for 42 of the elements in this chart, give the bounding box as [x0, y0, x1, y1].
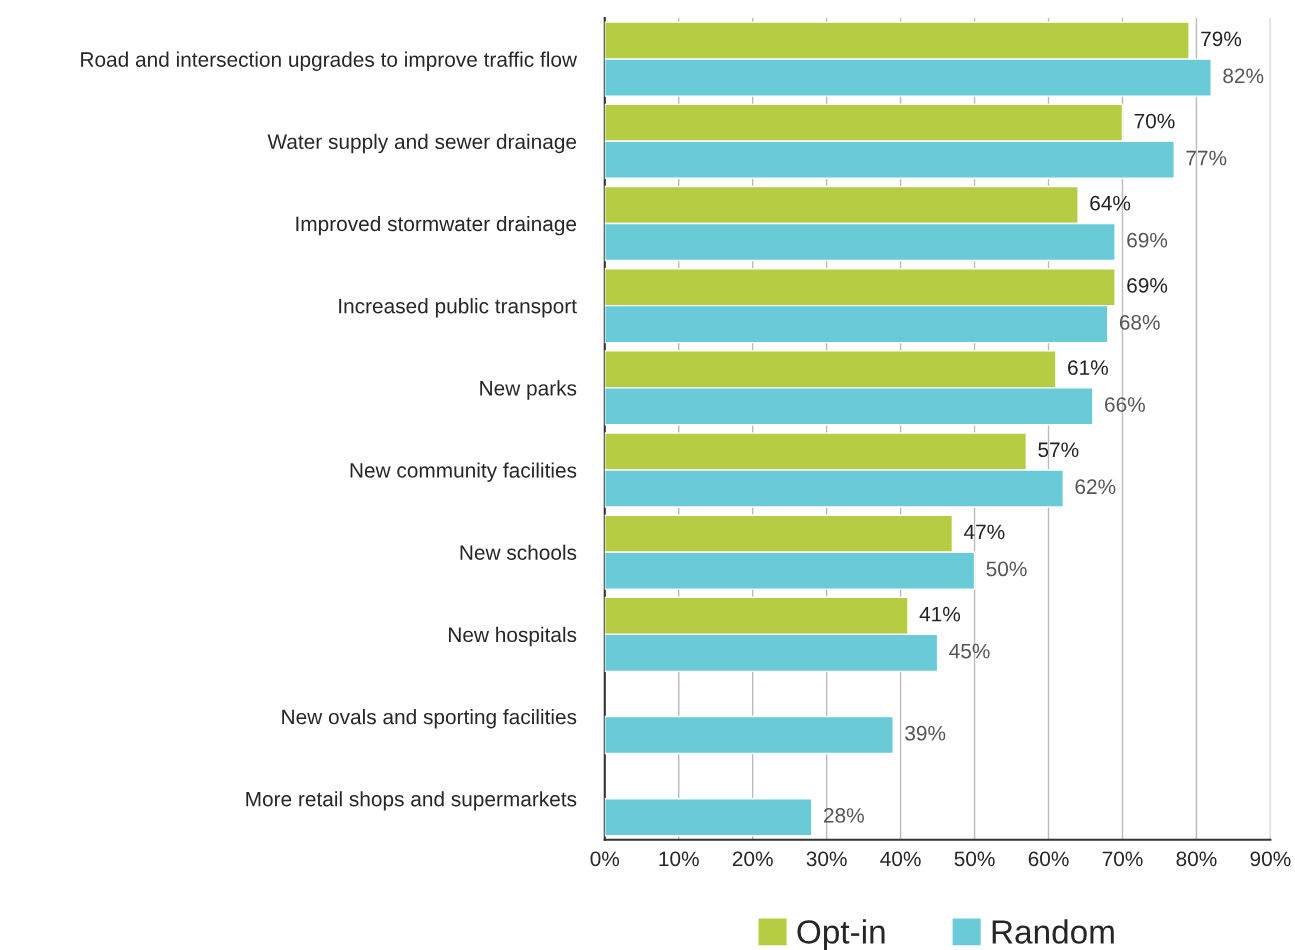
- data-label: 77%: [1186, 150, 1227, 166]
- y-tick-label: Improved stormwater drainage: [296, 215, 577, 236]
- data-label: 69%: [1127, 232, 1168, 248]
- data-label: 64%: [1090, 195, 1131, 211]
- data-label: 61%: [1068, 360, 1108, 375]
- bar: [604, 715, 894, 755]
- x-tick-label: 90%: [1250, 851, 1291, 867]
- y-tick-label: Road and intersection upgrades to improve traffic flow: [81, 51, 578, 72]
- bar: [604, 798, 813, 837]
- y-tick-label: More retail shops and supermarkets: [246, 791, 577, 811]
- data-label: 39%: [905, 725, 946, 741]
- data-label: 28%: [824, 808, 864, 823]
- y-tick-label: New parks: [480, 380, 577, 400]
- data-label: 79%: [1201, 31, 1242, 47]
- x-tick-label: 80%: [1176, 851, 1217, 867]
- y-tick-label: Water supply and sewer drainage: [267, 133, 577, 154]
- data-label: 41%: [919, 606, 961, 622]
- data-label: 68%: [1119, 314, 1160, 330]
- legend-label: Random: [992, 919, 1114, 944]
- x-tick-label: 40%: [880, 851, 921, 867]
- legend-label: Opt-in: [797, 919, 885, 950]
- y-tick-label: New schools: [460, 544, 577, 560]
- x-tick-label: 30%: [806, 851, 847, 867]
- data-label: 47%: [963, 524, 1005, 540]
- data-label: 57%: [1038, 442, 1079, 458]
- y-tick-label: New community facilities: [350, 462, 577, 482]
- x-tick-label: 60%: [1028, 851, 1069, 867]
- data-label: 70%: [1134, 113, 1175, 129]
- y-tick-label: New hospitals: [449, 626, 577, 647]
- x-tick-label: 50%: [954, 851, 995, 867]
- data-label: 62%: [1075, 479, 1116, 495]
- data-label: 66%: [1105, 397, 1145, 412]
- y-tick-label: New ovals and sporting facilities: [282, 708, 577, 729]
- data-label: 50%: [986, 561, 1027, 577]
- y-tick-label: Increased public transport: [339, 298, 577, 318]
- x-tick-label: 20%: [732, 851, 773, 867]
- x-tick-label: 70%: [1102, 851, 1143, 867]
- data-label: 45%: [949, 643, 990, 659]
- x-tick-label: 10%: [659, 851, 699, 867]
- data-label: 82%: [1223, 68, 1264, 84]
- x-tick-label: 0%: [590, 851, 620, 867]
- data-label: 69%: [1127, 278, 1168, 293]
